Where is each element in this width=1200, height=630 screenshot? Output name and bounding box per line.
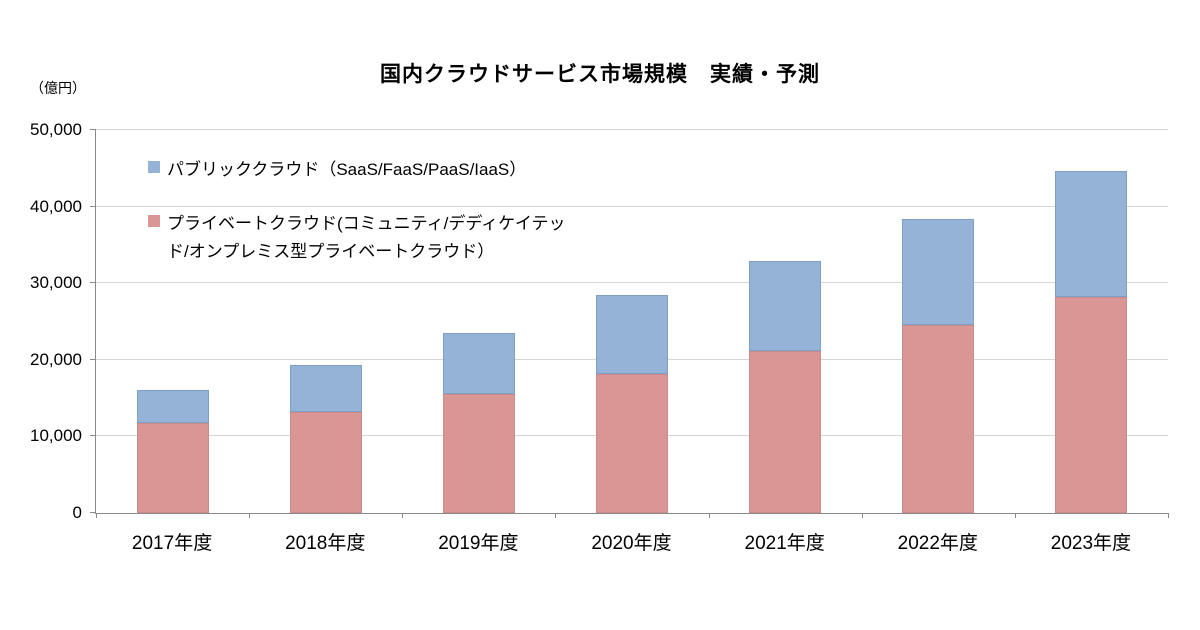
bar-segment-private-cloud bbox=[596, 373, 668, 513]
y-tick-label: 10,000 bbox=[30, 426, 82, 446]
bar-segment-private-cloud bbox=[749, 351, 822, 513]
plot-area: パブリッククラウド（SaaS/FaaS/PaaS/IaaS） プライベートクラウド… bbox=[90, 129, 1169, 518]
y-tick-label: 40,000 bbox=[30, 196, 82, 216]
bar-segment-private-cloud bbox=[1055, 297, 1128, 513]
x-tick bbox=[708, 513, 710, 518]
x-tick bbox=[96, 513, 97, 518]
legend-label: プライベートクラウド(コミュニティ/デディケイテッ ド/オンプレミス型プライベート… bbox=[167, 214, 566, 261]
y-tick-label: 50,000 bbox=[30, 120, 82, 139]
x-tick bbox=[1014, 513, 1016, 518]
y-tick bbox=[90, 512, 96, 513]
gridline bbox=[96, 205, 1168, 207]
bar-segment-public-cloud bbox=[902, 218, 975, 326]
x-axis: 2017年度 2018年度 2019年度 2020年度 2021年度 2022年度 2023… bbox=[95, 514, 1167, 574]
bar-segment-public-cloud bbox=[1055, 170, 1128, 297]
y-tick bbox=[90, 205, 96, 207]
y-tick-label: 30,000 bbox=[30, 273, 82, 293]
x-tick-label: 2021年度 bbox=[744, 533, 825, 554]
y-tick-label: 20,000 bbox=[30, 349, 82, 369]
y-tick bbox=[90, 435, 96, 437]
chart-title: 国内クラウドサービス市場規模 実績・予測 bbox=[380, 63, 820, 86]
bar-segment-private-cloud bbox=[442, 394, 515, 513]
y-tick-label: 0 bbox=[72, 503, 82, 522]
y-tick bbox=[90, 358, 96, 360]
bar-segment-private-cloud bbox=[289, 411, 362, 513]
x-tick-label: 2023年度 bbox=[1050, 533, 1132, 554]
x-tick bbox=[402, 513, 404, 518]
y-axis-unit-label: （億円） bbox=[30, 80, 86, 96]
bar-segment-public-cloud bbox=[136, 390, 209, 423]
bar-segment-public-cloud bbox=[289, 365, 362, 412]
x-tick-label: 2022年度 bbox=[897, 533, 978, 554]
x-tick bbox=[861, 513, 863, 518]
bar-segment-private-cloud bbox=[136, 422, 209, 513]
bar-segment-public-cloud bbox=[749, 261, 822, 352]
gridline bbox=[96, 129, 1168, 130]
gridline bbox=[96, 282, 1168, 284]
y-tick bbox=[90, 129, 96, 130]
x-tick bbox=[1168, 513, 1169, 518]
y-tick bbox=[90, 282, 96, 284]
x-tick bbox=[555, 513, 557, 518]
legend-entry: パブリッククラウド（SaaS/FaaS/PaaS/IaaS） bbox=[148, 156, 566, 184]
bar-segment-public-cloud bbox=[596, 294, 668, 374]
legend-label: パブリッククラウド（SaaS/FaaS/PaaS/IaaS） bbox=[167, 160, 527, 179]
x-tick-label: 2019年度 bbox=[438, 533, 519, 554]
legend-entry: プライベートクラウド(コミュニティ/デディケイテッ ド/オンプレミス型プライベート… bbox=[148, 210, 566, 266]
bar-segment-private-cloud bbox=[902, 325, 975, 513]
x-tick-label: 2017年度 bbox=[131, 533, 213, 554]
bar-segment-public-cloud bbox=[442, 333, 515, 395]
legend-swatch-icon bbox=[148, 215, 160, 227]
x-tick-label: 2018年度 bbox=[285, 533, 366, 554]
y-axis: 0 10,000 20,000 30,000 40,000 50,000 bbox=[0, 120, 88, 522]
legend-swatch-icon bbox=[148, 161, 160, 173]
x-tick bbox=[249, 513, 251, 518]
chart-legend: パブリッククラウド（SaaS/FaaS/PaaS/IaaS） プライベートクラウド… bbox=[148, 156, 566, 292]
x-tick-label: 2020年度 bbox=[591, 533, 672, 554]
